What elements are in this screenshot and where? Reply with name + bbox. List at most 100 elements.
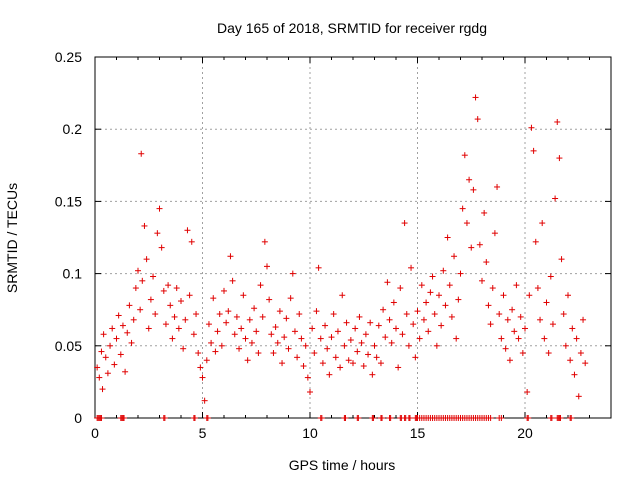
data-point bbox=[406, 415, 413, 421]
data-point bbox=[161, 415, 168, 421]
data-point bbox=[414, 308, 421, 315]
data-point bbox=[504, 316, 511, 323]
data-point bbox=[259, 313, 266, 320]
data-point bbox=[330, 311, 337, 318]
data-point bbox=[525, 415, 532, 421]
data-point bbox=[244, 357, 251, 364]
data-point bbox=[502, 345, 509, 352]
data-point bbox=[548, 415, 555, 421]
data-point bbox=[547, 273, 554, 280]
data-point bbox=[281, 334, 288, 341]
data-point bbox=[296, 311, 303, 318]
data-point bbox=[388, 339, 395, 346]
data-point bbox=[352, 325, 359, 332]
y-axis-label: SRMTID / TECUs bbox=[4, 183, 20, 293]
x-tick-label: 0 bbox=[91, 425, 99, 441]
data-point bbox=[307, 389, 313, 396]
data-point bbox=[567, 357, 574, 364]
data-point bbox=[104, 370, 111, 377]
data-point bbox=[221, 287, 227, 294]
data-point bbox=[238, 325, 245, 332]
data-point bbox=[268, 331, 275, 338]
data-point bbox=[264, 263, 270, 270]
data-point bbox=[190, 331, 197, 338]
data-point bbox=[175, 325, 182, 332]
data-point bbox=[365, 351, 372, 358]
data-point bbox=[122, 368, 129, 375]
data-point bbox=[562, 342, 569, 349]
data-point bbox=[233, 313, 240, 320]
data-point bbox=[468, 244, 475, 251]
data-point bbox=[326, 371, 333, 378]
data-point bbox=[427, 289, 434, 296]
data-point bbox=[552, 195, 559, 202]
data-point bbox=[165, 282, 172, 289]
data-point bbox=[311, 350, 318, 357]
data-point bbox=[337, 364, 344, 371]
data-point bbox=[433, 342, 440, 349]
data-point bbox=[124, 329, 131, 336]
data-point bbox=[322, 322, 329, 329]
data-point bbox=[162, 321, 169, 328]
x-tick-label: 15 bbox=[410, 425, 426, 441]
data-point bbox=[227, 253, 234, 260]
data-point bbox=[489, 285, 496, 292]
x-tick-labels: 0 5 10 15 20 bbox=[91, 425, 533, 441]
data-point bbox=[375, 322, 382, 329]
data-point bbox=[261, 238, 268, 245]
data-point bbox=[117, 351, 124, 358]
data-point bbox=[420, 316, 427, 323]
data-point bbox=[115, 312, 122, 319]
data-point bbox=[498, 415, 505, 421]
y-tick-labels: 0 0.05 0.1 0.15 0.2 0.25 bbox=[55, 49, 82, 426]
data-point bbox=[355, 415, 362, 421]
data-point bbox=[204, 415, 211, 421]
data-point bbox=[386, 316, 393, 323]
data-point bbox=[225, 308, 232, 315]
data-point bbox=[582, 360, 589, 367]
data-point bbox=[205, 321, 212, 328]
data-point bbox=[370, 415, 377, 421]
data-point bbox=[294, 354, 301, 361]
data-point bbox=[524, 389, 531, 396]
data-point bbox=[309, 325, 316, 332]
data-point bbox=[334, 328, 341, 335]
data-point bbox=[571, 371, 578, 378]
data-point bbox=[291, 328, 298, 335]
data-point bbox=[135, 267, 141, 274]
data-point bbox=[99, 386, 106, 393]
data-point bbox=[513, 282, 520, 289]
data-point bbox=[302, 342, 309, 349]
data-point bbox=[184, 227, 191, 234]
data-point bbox=[405, 342, 412, 349]
data-point bbox=[543, 299, 550, 306]
y-tick-label: 0.15 bbox=[55, 193, 82, 209]
data-point bbox=[491, 230, 498, 237]
data-point bbox=[193, 311, 200, 318]
data-point bbox=[328, 334, 335, 341]
grid-lines bbox=[95, 57, 611, 418]
data-point bbox=[304, 374, 311, 381]
data-point bbox=[150, 273, 157, 280]
data-point bbox=[210, 295, 217, 302]
data-point bbox=[575, 393, 582, 400]
data-point bbox=[569, 325, 576, 332]
data-point bbox=[554, 118, 561, 125]
data-point bbox=[476, 241, 483, 248]
data-point bbox=[332, 354, 339, 361]
data-point bbox=[100, 331, 107, 338]
data-point bbox=[154, 230, 161, 237]
data-point bbox=[423, 299, 430, 306]
data-point bbox=[418, 282, 425, 289]
data-point bbox=[113, 335, 120, 342]
data-point bbox=[145, 325, 152, 332]
data-point bbox=[266, 296, 273, 303]
data-point bbox=[229, 277, 236, 284]
data-point bbox=[160, 287, 167, 294]
data-point bbox=[446, 282, 453, 289]
data-point bbox=[180, 345, 187, 352]
data-point bbox=[253, 328, 260, 335]
data-point bbox=[455, 296, 462, 303]
data-point bbox=[111, 361, 118, 368]
